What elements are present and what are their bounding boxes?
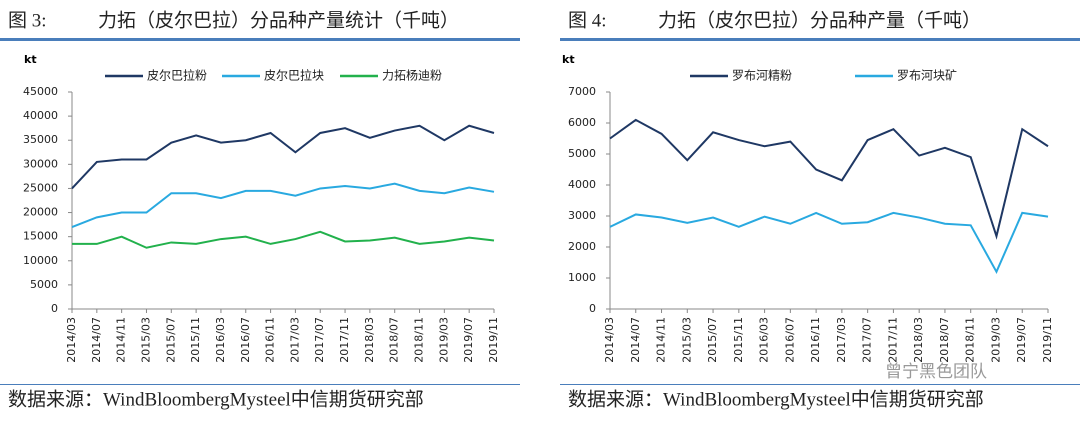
series-line	[609, 211, 1049, 275]
x-tick-label: 2014/11	[655, 317, 668, 363]
x-tick-label: 2016/11	[809, 317, 822, 363]
x-tick-label: 2019/11	[1041, 317, 1054, 363]
x-tick-label: 2018/11	[413, 317, 426, 363]
y-tick-label: 30000	[23, 157, 58, 170]
y-tick-label: 0	[51, 302, 58, 315]
y-unit: kt	[24, 53, 37, 66]
x-tick-label: 2014/11	[115, 317, 128, 363]
x-tick-label: 2018/07	[388, 317, 401, 363]
y-tick-label: 4000	[568, 178, 596, 191]
x-tick-label: 2014/03	[65, 317, 78, 363]
x-tick-label: 2019/07	[462, 317, 475, 363]
x-tick-label: 2015/03	[139, 317, 152, 363]
x-tick-label: 2017/11	[886, 317, 899, 363]
figure-label: 图 4:	[568, 10, 607, 31]
y-tick-label: 3000	[568, 209, 596, 222]
x-tick-label: 2017/03	[835, 317, 848, 363]
y-tick-label: 45000	[23, 85, 58, 98]
x-tick-label: 2018/03	[363, 317, 376, 363]
x-tick-label: 2014/07	[90, 317, 103, 363]
legend-label: 罗布河精粉	[732, 69, 792, 83]
y-tick-label: 1000	[568, 271, 596, 284]
x-tick-label: 2017/07	[313, 317, 326, 363]
x-tick-label: 2019/03	[437, 317, 450, 363]
y-tick-label: 15000	[23, 230, 58, 243]
legend-label: 皮尔巴拉块	[264, 68, 324, 83]
series-line	[71, 124, 495, 190]
chart-title: 力拓（皮尔巴拉）分品种产量统计（千吨）	[98, 9, 459, 31]
legend-label: 罗布河块矿	[897, 69, 957, 83]
legend-label: 力拓杨迪粉	[382, 68, 442, 83]
x-tick-label: 2016/07	[783, 317, 796, 363]
source-rule	[0, 384, 520, 385]
y-tick-label: 0	[589, 302, 596, 315]
series-line	[72, 230, 495, 249]
x-tick-label: 2019/07	[1015, 317, 1028, 363]
y-tick-label: 25000	[23, 181, 58, 194]
y-tick-label: 40000	[23, 109, 58, 122]
x-tick-label: 2017/07	[861, 317, 874, 363]
y-tick-label: 5000	[30, 278, 58, 291]
watermark: 曾宁黑色团队	[885, 362, 987, 382]
series-line	[71, 182, 495, 228]
title-rule	[0, 38, 520, 41]
x-tick-label: 2015/11	[732, 317, 745, 363]
y-tick-label: 35000	[23, 133, 58, 146]
title-rule	[560, 38, 1080, 41]
x-tick-label: 2017/03	[288, 317, 301, 363]
y-tick-label: 5000	[568, 147, 596, 160]
chart-title: 力拓（皮尔巴拉）分品种产量（千吨）	[658, 9, 981, 31]
x-tick-label: 2019/11	[487, 317, 500, 363]
x-tick-label: 2019/03	[989, 317, 1002, 363]
x-tick-label: 2015/11	[189, 317, 202, 363]
x-tick-label: 2015/07	[706, 317, 719, 363]
source-rule	[560, 384, 1080, 385]
figure-label: 图 3:	[8, 10, 47, 31]
y-tick-label: 6000	[568, 116, 596, 129]
x-tick-label: 2015/03	[680, 317, 693, 363]
x-tick-label: 2014/07	[629, 317, 642, 363]
x-tick-label: 2016/07	[239, 317, 252, 363]
source: 数据来源：WindBloombergMysteel中信期货研究部	[568, 388, 984, 410]
x-tick-label: 2016/03	[214, 317, 227, 363]
x-tick-label: 2016/03	[758, 317, 771, 363]
x-tick-label: 2018/11	[964, 317, 977, 363]
series-line	[609, 118, 1049, 240]
y-tick-label: 2000	[568, 240, 596, 253]
x-tick-label: 2017/11	[338, 317, 351, 363]
y-tick-label: 10000	[23, 254, 58, 267]
source: 数据来源：WindBloombergMysteel中信期货研究部	[8, 388, 424, 410]
x-tick-label: 2018/07	[938, 317, 951, 363]
x-tick-label: 2015/07	[164, 317, 177, 363]
y-tick-label: 7000	[568, 85, 596, 98]
legend-label: 皮尔巴拉粉	[147, 68, 207, 83]
x-tick-label: 2018/03	[912, 317, 925, 363]
y-tick-label: 20000	[23, 206, 58, 219]
x-tick-label: 2014/03	[603, 317, 616, 363]
x-tick-label: 2016/11	[264, 317, 277, 363]
y-unit: kt	[562, 53, 575, 66]
